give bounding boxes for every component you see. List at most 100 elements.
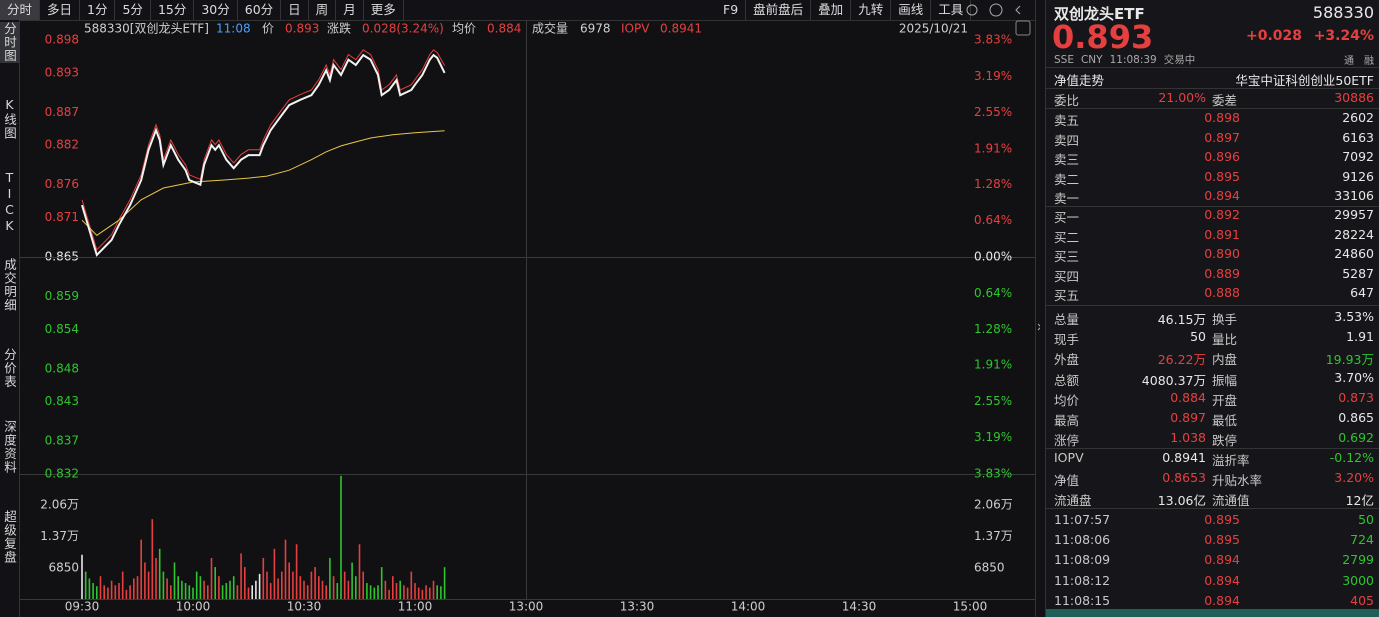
volume-bar xyxy=(177,576,179,599)
side-tab[interactable]: 分价表 xyxy=(2,348,17,389)
volume-bar xyxy=(88,578,91,599)
sidebar: 分时图 K线图 TICK 成交明细分价表深度资料超级复盘 xyxy=(0,20,20,617)
period-tab[interactable]: 日 xyxy=(281,0,309,20)
period-tabs: 分时 多日 1分 5分 15分 30分 60分日周月更多 xyxy=(0,0,404,20)
cell: 3.20% xyxy=(1334,470,1374,485)
cell: 跌停 xyxy=(1212,433,1238,449)
tool-tab[interactable]: 工具 xyxy=(931,0,972,20)
period-tab[interactable]: 5分 xyxy=(115,0,151,20)
volume-bar xyxy=(377,585,379,599)
cell: 7092 xyxy=(1342,149,1374,164)
collapse-icon[interactable] xyxy=(1037,323,1040,331)
volume-bar xyxy=(269,583,272,599)
period-tab[interactable]: 1分 xyxy=(80,0,116,20)
volume-bar xyxy=(251,585,253,599)
help-icon[interactable] xyxy=(989,3,1003,17)
cell: 均价 xyxy=(1054,392,1080,408)
period-tab[interactable]: 更多 xyxy=(364,0,404,20)
volume-bar xyxy=(92,583,94,599)
side-tab[interactable]: K线图 xyxy=(2,97,17,140)
y-tick-label: 0.871 xyxy=(45,210,79,224)
period-tab[interactable]: 60分 xyxy=(238,0,282,20)
period-tab[interactable]: 多日 xyxy=(40,0,81,20)
cell: 卖三 xyxy=(1054,152,1080,167)
side-tab[interactable]: 深度资料 xyxy=(2,420,17,474)
volume-bar xyxy=(406,587,409,599)
cell: 21.00% xyxy=(1158,90,1206,105)
volume-bar xyxy=(266,571,268,599)
cell: 647 xyxy=(1350,285,1374,300)
tool-tab[interactable]: 画线 xyxy=(891,0,932,20)
volume-bar xyxy=(229,580,231,599)
tool-tab[interactable]: 盘前盘后 xyxy=(746,0,812,20)
cell: 5287 xyxy=(1342,265,1374,281)
side-tab[interactable]: 成交明细 xyxy=(2,258,17,312)
sep xyxy=(1046,206,1379,207)
price-line xyxy=(81,53,446,257)
volume-bar xyxy=(181,580,183,599)
volume-bar xyxy=(417,587,420,599)
y2-tick-label: 3.19% xyxy=(974,69,1012,83)
name: 双创龙头ETF xyxy=(1054,5,1145,23)
cell: 换手 xyxy=(1212,312,1238,327)
cell: 买一 xyxy=(1054,210,1080,225)
volume-bar xyxy=(366,583,368,599)
x-tick-label: 10:00 xyxy=(176,600,211,614)
volume-bar xyxy=(103,585,105,599)
nav-tab[interactable]: 净值走势 xyxy=(1054,73,1105,88)
volume-bar xyxy=(399,580,401,599)
cell: 0.692 xyxy=(1338,430,1374,446)
volume-bar xyxy=(129,585,131,599)
cell: 委比 xyxy=(1054,93,1080,108)
cell: 405 xyxy=(1350,592,1374,608)
volume-bar xyxy=(214,567,216,599)
cell: 11:07:57 xyxy=(1054,512,1111,527)
cell: 3.53% xyxy=(1334,309,1374,324)
cell: 3.70% xyxy=(1334,369,1374,385)
row-highlight xyxy=(1046,609,1379,617)
tool-tab[interactable]: F9 xyxy=(716,0,747,20)
meta-item: SSE xyxy=(1054,54,1074,66)
tool-tab[interactable]: 九转 xyxy=(851,0,892,20)
tool-tab[interactable]: 叠加 xyxy=(811,0,852,20)
side-tab[interactable]: 分时图 xyxy=(0,22,19,63)
period-tab[interactable]: 15分 xyxy=(151,0,195,20)
cell: 委差 xyxy=(1212,93,1238,108)
volume-bar xyxy=(225,583,228,599)
volume-bar xyxy=(321,580,324,599)
period-tab[interactable]: 30分 xyxy=(194,0,238,20)
period-tab[interactable]: 月 xyxy=(336,0,364,20)
side-tab[interactable]: 超级复盘 xyxy=(2,510,17,564)
volume-bar xyxy=(155,557,157,599)
y-tick-label: 0.887 xyxy=(45,105,79,119)
volume-bar xyxy=(240,553,242,599)
cell: 流通值 xyxy=(1212,493,1250,508)
icon[interactable] xyxy=(1015,20,1031,36)
volume: 6978 xyxy=(580,22,611,36)
vol-tick-label: 2.06万 xyxy=(974,498,1013,512)
period-tab[interactable]: 分时 xyxy=(0,0,41,20)
settings-icon[interactable] xyxy=(966,4,978,16)
side-tab[interactable]: TICK xyxy=(2,170,17,234)
volume-label: 成交量 xyxy=(532,21,568,36)
back-icon[interactable] xyxy=(1015,5,1021,15)
cell: 量比 xyxy=(1212,332,1238,348)
volume-bar xyxy=(166,578,168,599)
y2-tick-label: 1.91% xyxy=(974,141,1012,155)
sep xyxy=(1046,448,1379,449)
cell: 0.884 xyxy=(1170,389,1206,405)
period-tab[interactable]: 周 xyxy=(309,0,337,20)
volume-bar xyxy=(358,544,361,599)
volume-bar xyxy=(351,562,353,599)
cell: 11:08:06 xyxy=(1054,532,1111,548)
cell: 开盘 xyxy=(1212,392,1238,408)
security: 588330[双创龙头ETF] xyxy=(84,22,209,36)
y-tick-label: 0.876 xyxy=(45,177,79,191)
volume-bar xyxy=(110,580,113,599)
cell: 0.898 xyxy=(1204,110,1240,125)
big-price: 0.893 xyxy=(1052,18,1154,56)
volume-bar xyxy=(121,571,124,599)
volume-bar xyxy=(125,589,128,599)
cell: 9126 xyxy=(1342,168,1374,184)
volume-bar xyxy=(199,576,202,599)
